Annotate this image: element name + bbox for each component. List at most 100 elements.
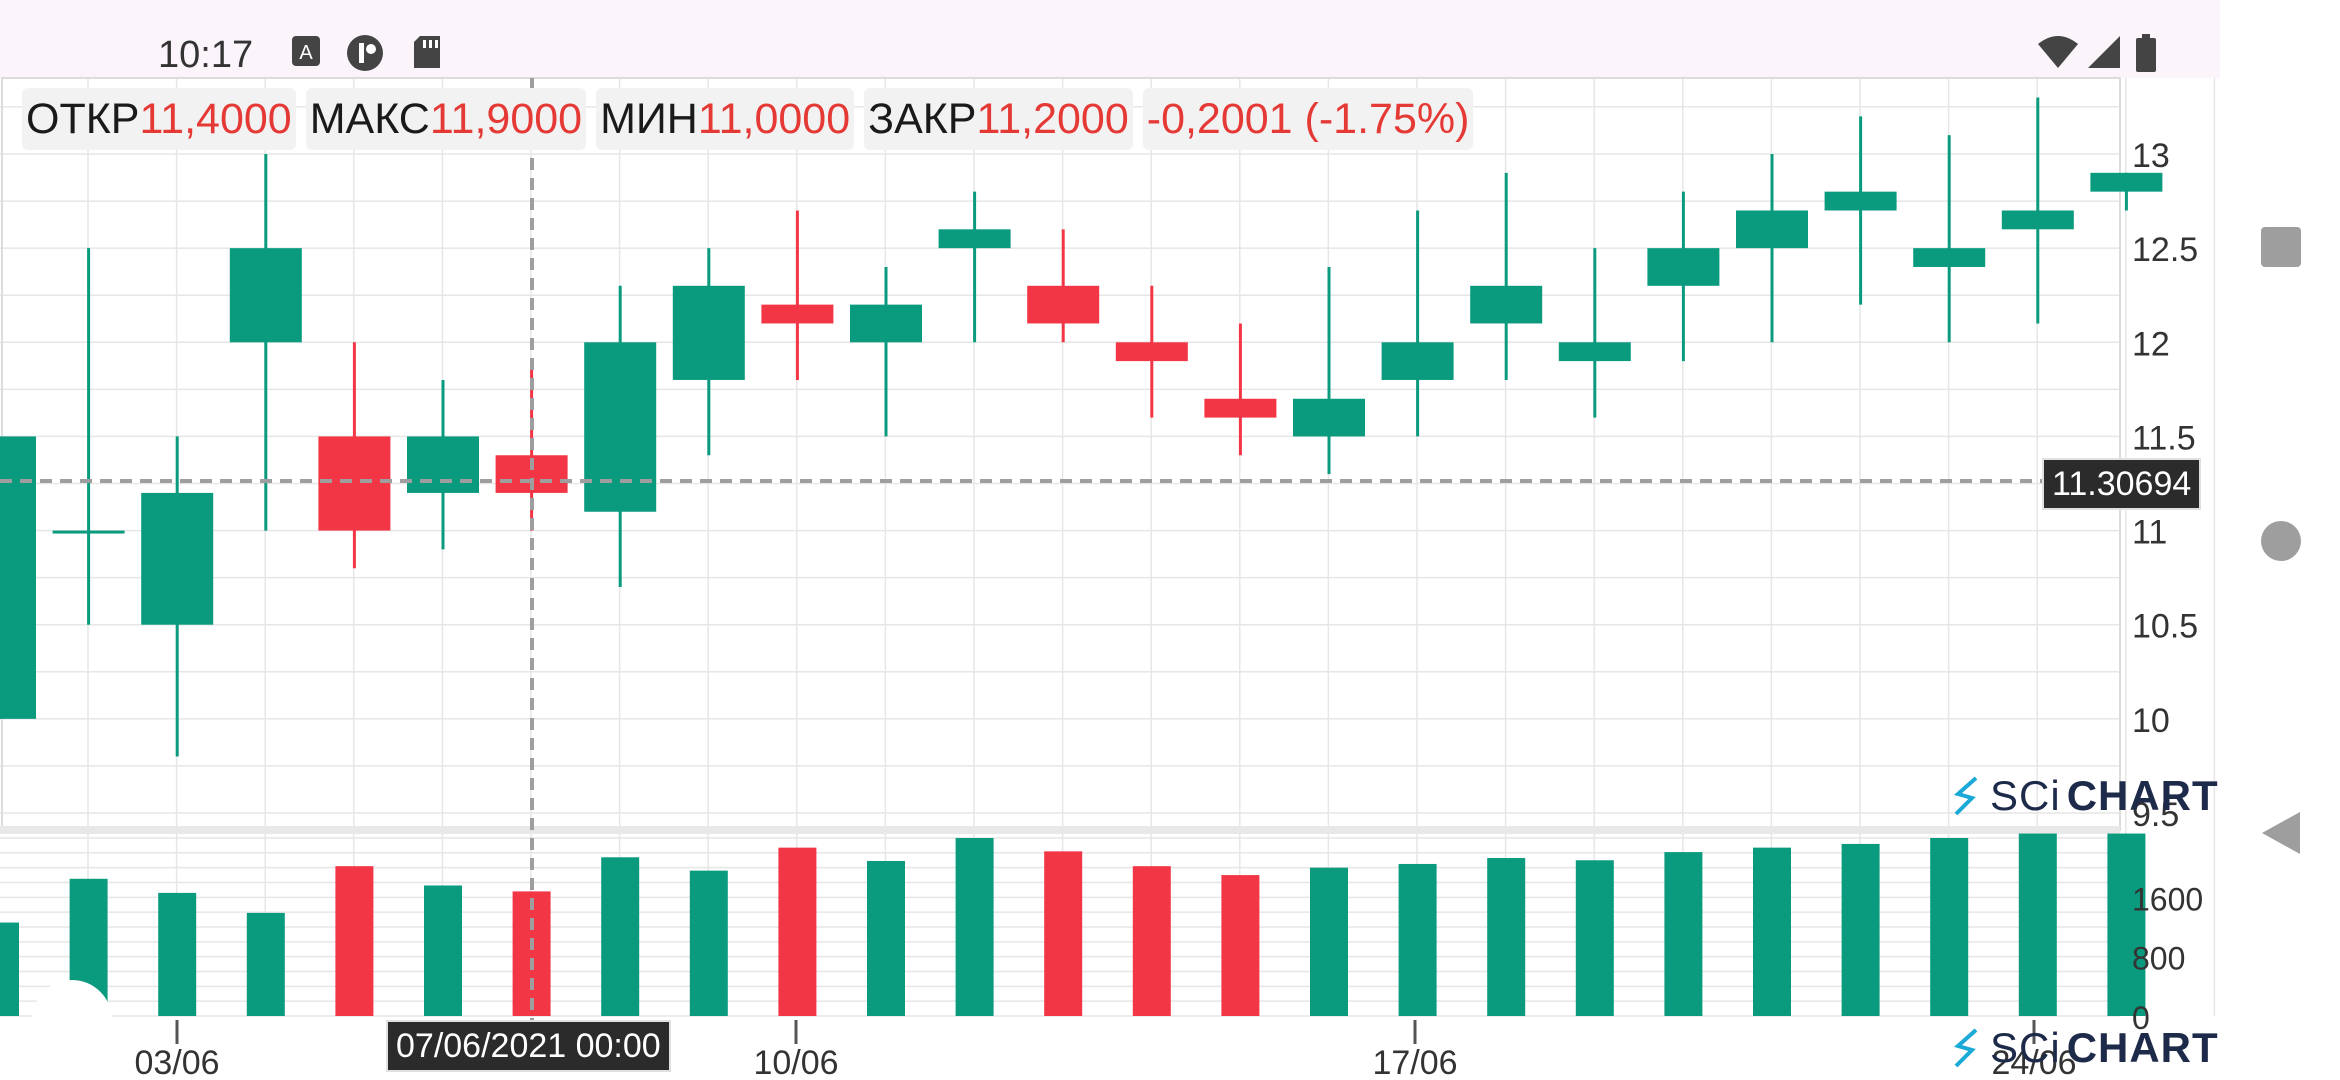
candle-body xyxy=(1736,210,1808,249)
candle-body xyxy=(1647,248,1720,286)
scichart-mark-icon xyxy=(1953,1028,1978,1068)
logo-text-2: CHART xyxy=(2066,1024,2219,1071)
candle xyxy=(1293,266,1365,475)
volume-bar xyxy=(2107,833,2146,1016)
price-tick-label: 11 xyxy=(2132,514,2167,552)
candle-body xyxy=(1381,342,1454,380)
stock-chart[interactable]: 9.5 10 10.5 11 11.5 12 12.5 13 0 800 1600 03/06 10… xyxy=(0,0,2220,1080)
volume-bar xyxy=(424,885,462,1016)
candle-body xyxy=(52,530,125,534)
volume-bar xyxy=(512,891,551,1016)
candle-body xyxy=(407,436,479,493)
change-value: -0,2001 (-1.75%) xyxy=(1146,94,1470,143)
touch-indicator xyxy=(32,980,112,1060)
sd-card-icon xyxy=(412,34,442,75)
recents-square-icon[interactable] xyxy=(2260,226,2302,273)
volume-bar xyxy=(778,847,817,1016)
crosshair-date-label: 07/06/2021 00:00 xyxy=(386,1020,671,1072)
crosshair-price-label: 11.30694 xyxy=(2042,458,2202,510)
volume-pane-separator xyxy=(0,826,2120,834)
volume-bar xyxy=(601,857,640,1016)
candle xyxy=(672,248,745,456)
date-axis: 03/06 10/06 17/06 24/06 xyxy=(134,1020,2077,1080)
candle xyxy=(1115,285,1188,418)
volume-axis: 0 800 1600 xyxy=(2132,881,2203,1036)
navigation-bar xyxy=(2220,0,2340,1080)
status-time: 10:17 xyxy=(158,34,254,76)
scichart-logo-main: SCi CHART xyxy=(1950,772,2219,820)
price-tick-label: 12.5 xyxy=(2132,231,2198,269)
date-tick-label: 10/06 xyxy=(753,1044,838,1080)
open-value: 11,4000 xyxy=(139,94,292,143)
candle-body xyxy=(141,492,214,625)
candle xyxy=(141,436,214,757)
volume-bar xyxy=(1930,838,1969,1016)
low-value: 11,0000 xyxy=(697,94,851,143)
candle xyxy=(2090,172,2163,211)
volume-bar xyxy=(158,892,197,1016)
volume-bar xyxy=(689,870,728,1016)
app-circle-icon xyxy=(346,34,384,77)
candle xyxy=(1470,172,1543,380)
volume-bar xyxy=(1575,860,1614,1016)
volume-bar xyxy=(1044,851,1083,1016)
low-label: МИН xyxy=(600,94,698,143)
candle xyxy=(761,210,834,380)
price-tick-label: 13 xyxy=(2132,137,2170,175)
date-tick-label: 17/06 xyxy=(1372,1044,1457,1080)
candle-body xyxy=(938,229,1011,249)
ohlc-legend: ОТКР 11,4000 МАКС 11,9000 МИН 11,0000 ЗА… xyxy=(22,88,1474,150)
ohlc-high: МАКС 11,9000 xyxy=(305,88,587,150)
signal-icon xyxy=(2086,34,2122,75)
candle-body xyxy=(1293,398,1365,437)
candle-body xyxy=(318,436,391,531)
volume-bar xyxy=(1664,852,1703,1016)
volume-bar xyxy=(1132,866,1171,1016)
candle xyxy=(938,191,1011,343)
wifi-icon xyxy=(2036,34,2080,75)
candle-body xyxy=(1115,342,1188,362)
candle xyxy=(1647,191,1720,362)
volume-bar xyxy=(1221,875,1260,1016)
back-triangle-icon[interactable] xyxy=(2260,810,2302,861)
candle xyxy=(1558,248,1631,418)
volume-tick-label: 1600 xyxy=(2132,881,2203,917)
home-circle-icon[interactable] xyxy=(2260,520,2302,567)
volume-bar xyxy=(955,838,994,1016)
volume-tick-label: 0 xyxy=(2132,1000,2150,1036)
candle-body xyxy=(2090,172,2163,192)
candle-body xyxy=(1558,342,1631,362)
price-tick-label: 11.5 xyxy=(2132,419,2196,457)
candle-body xyxy=(1027,285,1100,324)
volume-bar xyxy=(867,860,905,1016)
candle-body xyxy=(584,342,657,512)
candle xyxy=(1824,116,1897,305)
scichart-logo-volume: SCi CHART xyxy=(1950,1024,2219,1072)
svg-text:A: A xyxy=(299,42,313,64)
high-value: 11,9000 xyxy=(429,94,583,143)
volume-bar xyxy=(1398,863,1437,1016)
volume-bar xyxy=(0,922,19,1016)
candle xyxy=(52,248,125,625)
close-label: ЗАКР xyxy=(868,94,977,143)
logo-text-1: SCi xyxy=(1990,772,2061,819)
candle xyxy=(0,436,36,719)
scichart-mark-icon xyxy=(1953,776,1978,816)
volume-bar xyxy=(1753,847,1791,1016)
status-bar: 10:17 A xyxy=(0,0,2220,78)
candle xyxy=(229,154,302,531)
candle-body xyxy=(2001,210,2074,230)
ohlc-low: МИН 11,0000 xyxy=(596,88,855,150)
candle xyxy=(584,285,657,588)
candle xyxy=(1381,210,1454,437)
logo-text-2: CHART xyxy=(2066,772,2219,819)
candle-body xyxy=(1913,248,1986,267)
volume-bar xyxy=(2018,833,2057,1016)
candle xyxy=(407,379,479,550)
candle xyxy=(2001,97,2074,324)
price-tick-label: 12 xyxy=(2132,325,2170,363)
date-tick-label: 03/06 xyxy=(134,1044,219,1080)
price-tick-label: 10 xyxy=(2132,702,2170,740)
ohlc-open: ОТКР 11,4000 xyxy=(22,88,296,150)
volume-bar xyxy=(246,912,285,1016)
